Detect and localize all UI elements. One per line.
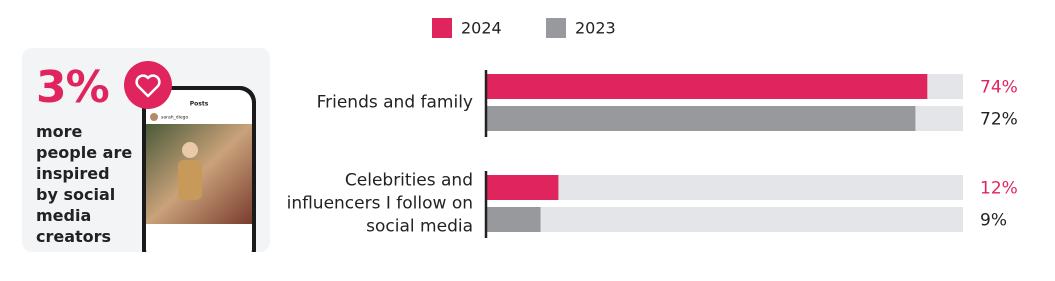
bar-track: [487, 207, 963, 232]
category-label: Celebrities and influencers I follow on …: [286, 170, 473, 236]
legend-label: 2024: [461, 19, 502, 38]
photo-figure: [178, 160, 202, 200]
value-label: 12%: [980, 179, 1018, 199]
bar: [487, 207, 541, 232]
photo-figure: [182, 142, 198, 158]
phone-header: Posts: [190, 101, 209, 108]
bar: [487, 106, 916, 131]
card-text: more people are inspired by social media…: [36, 122, 133, 246]
card-stat: 3%: [36, 62, 110, 113]
category-label: Friends and family: [316, 92, 473, 112]
value-label: 9%: [980, 211, 1007, 231]
legend-swatch: [546, 18, 566, 38]
legend-label: 2023: [575, 19, 616, 38]
avatar: [150, 113, 158, 121]
heart-badge: [124, 61, 172, 109]
bar-track: [487, 175, 963, 200]
value-label: 74%: [980, 78, 1018, 98]
value-label: 72%: [980, 110, 1018, 130]
bar: [487, 74, 928, 99]
legend-swatch: [432, 18, 452, 38]
phone-user: sarah_diego: [161, 115, 189, 121]
heart-icon: [135, 74, 161, 98]
bar: [487, 175, 559, 200]
